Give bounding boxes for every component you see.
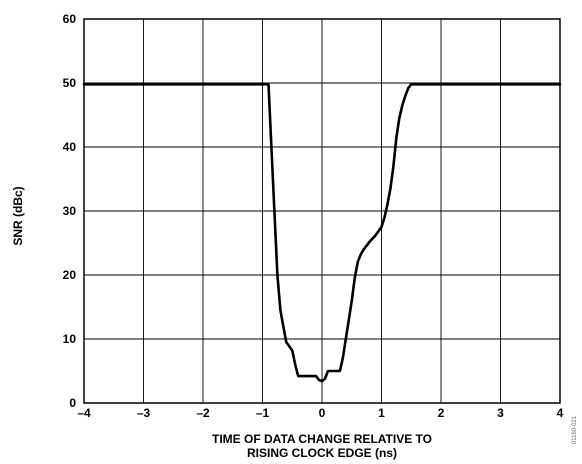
y-tick-label: 0 bbox=[69, 396, 76, 410]
x-axis-title-line-2: RISING CLOCK EDGE (ns) bbox=[247, 446, 397, 460]
y-tick-labels: 0 10 20 30 40 50 60 bbox=[63, 12, 77, 410]
x-tick-labels: –4 –3 –2 –1 0 1 2 3 4 bbox=[77, 406, 563, 420]
snr-curve bbox=[82, 83, 562, 383]
grid-lines bbox=[83, 18, 561, 404]
x-axis-title-line-1: TIME OF DATA CHANGE RELATIVE TO bbox=[212, 432, 432, 446]
x-tick-label: 0 bbox=[319, 406, 326, 420]
y-tick-label: 60 bbox=[63, 12, 77, 26]
y-tick-label: 20 bbox=[63, 268, 77, 282]
x-tick-label: –2 bbox=[196, 406, 210, 420]
plot-frame bbox=[83, 18, 561, 404]
x-tick-label: –1 bbox=[256, 406, 270, 420]
x-tick-label: 1 bbox=[378, 406, 385, 420]
x-tick-label: 4 bbox=[557, 406, 564, 420]
y-tick-label: 50 bbox=[63, 76, 77, 90]
series-layer bbox=[82, 83, 562, 383]
figure-code: 01160-021 bbox=[572, 415, 578, 444]
x-tick-label: 2 bbox=[438, 406, 445, 420]
x-tick-label: –3 bbox=[137, 406, 151, 420]
y-tick-label: 40 bbox=[63, 140, 77, 154]
x-tick-label: 3 bbox=[497, 406, 504, 420]
x-tick-label: –4 bbox=[77, 406, 91, 420]
y-tick-label: 10 bbox=[63, 332, 77, 346]
y-tick-label: 30 bbox=[63, 204, 77, 218]
y-axis-title: SNR (dBc) bbox=[11, 186, 25, 245]
